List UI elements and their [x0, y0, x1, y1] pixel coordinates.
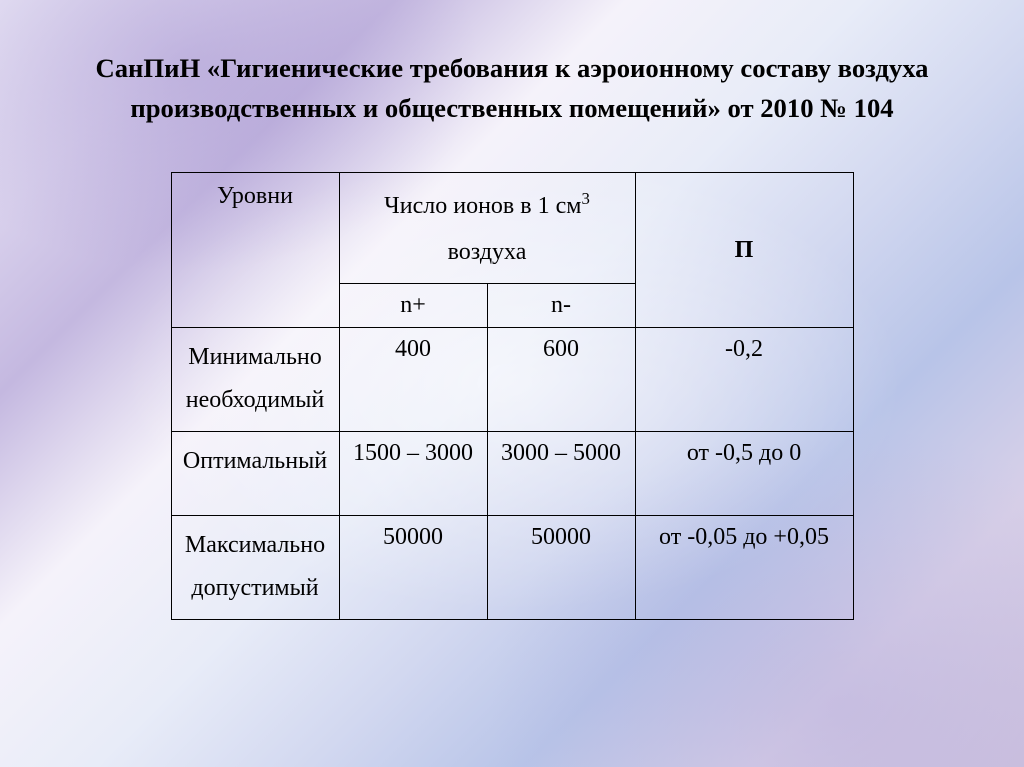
cell-p: от -0,05 до +0,05 — [635, 516, 853, 619]
val-n-plus: 400 — [395, 336, 431, 362]
slide-title: СанПиН «Гигиенические требования к аэрои… — [60, 48, 964, 128]
ion-table: Уровни Число ионов в 1 см3 воздуха П n+ … — [171, 172, 854, 620]
header-levels-text: Уровни — [217, 183, 293, 209]
cell-n-minus: 600 — [487, 328, 635, 432]
level-label-line1: Минимально — [188, 344, 322, 370]
header-n-minus-text: n- — [551, 292, 571, 318]
val-n-minus: 600 — [543, 336, 579, 362]
level-label-line1: Оптимальный — [183, 448, 327, 474]
col-header-n-plus: n+ — [339, 284, 487, 328]
cell-n-minus: 3000 – 5000 — [487, 432, 635, 516]
header-ions-sub: воздуха — [448, 239, 527, 265]
title-line-1: СанПиН «Гигиенические требования к аэрои… — [60, 48, 964, 88]
table-row: Минимально необходимый 400 600 -0,2 — [171, 328, 853, 432]
val-n-plus: 50000 — [383, 524, 443, 550]
val-n-minus: 50000 — [531, 524, 591, 550]
val-p: от -0,05 до +0,05 — [659, 524, 829, 550]
cell-n-plus: 400 — [339, 328, 487, 432]
header-p-text: П — [735, 237, 754, 263]
header-ions-line: Число ионов в 1 см — [384, 193, 581, 219]
slide: СанПиН «Гигиенические требования к аэрои… — [0, 0, 1024, 767]
cell-p: -0,2 — [635, 328, 853, 432]
cell-level: Минимально необходимый — [171, 328, 339, 432]
cell-n-plus: 1500 – 3000 — [339, 432, 487, 516]
col-header-n-minus: n- — [487, 284, 635, 328]
cell-n-plus: 50000 — [339, 516, 487, 619]
level-label-line2: допустимый — [191, 575, 318, 601]
level-label-line2: необходимый — [186, 387, 324, 413]
table-row: Оптимальный 1500 – 3000 3000 – 5000 от -… — [171, 432, 853, 516]
val-p: от -0,5 до 0 — [687, 440, 801, 466]
val-p: -0,2 — [725, 336, 763, 362]
val-n-plus: 1500 – 3000 — [353, 440, 473, 466]
val-n-minus: 3000 – 5000 — [501, 440, 621, 466]
level-label-line1: Максимально — [185, 532, 325, 558]
table-row: Максимально допустимый 50000 50000 от -0… — [171, 516, 853, 619]
cell-n-minus: 50000 — [487, 516, 635, 619]
table-header-row-1: Уровни Число ионов в 1 см3 воздуха П — [171, 173, 853, 284]
title-line-2: производственных и общественных помещени… — [60, 88, 964, 128]
cell-p: от -0,5 до 0 — [635, 432, 853, 516]
cell-level: Оптимальный — [171, 432, 339, 516]
header-n-plus-text: n+ — [400, 292, 426, 318]
col-header-levels: Уровни — [171, 173, 339, 328]
header-ions-sup: 3 — [581, 189, 589, 208]
col-header-ions: Число ионов в 1 см3 воздуха — [339, 173, 635, 284]
col-header-p: П — [635, 173, 853, 328]
cell-level: Максимально допустимый — [171, 516, 339, 619]
